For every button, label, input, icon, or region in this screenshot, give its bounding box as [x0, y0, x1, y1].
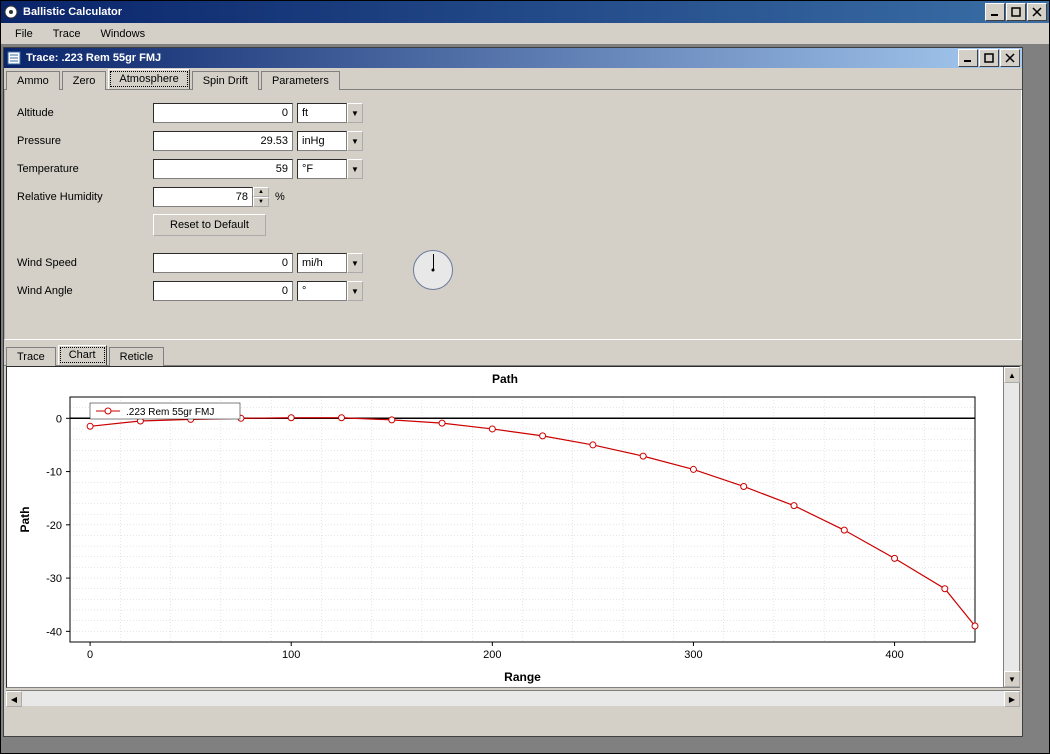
pressure-unit-dropdown[interactable]: ▼ [347, 131, 363, 151]
trace-maximize-button[interactable] [979, 49, 999, 67]
mdi-client-area: Trace: .223 Rem 55gr FMJ Ammo Zero Atmos… [1, 45, 1049, 753]
close-button[interactable] [1027, 3, 1047, 21]
chart-container: 0 100 200 300 400 -40 -30 -20 -10 0 Path Range Path.… [6, 366, 1020, 688]
tab-spindrift[interactable]: Spin Drift [192, 71, 259, 90]
tab-atmosphere[interactable]: Atmosphere [108, 69, 189, 89]
wind-compass[interactable] [413, 250, 453, 290]
altitude-input[interactable] [153, 103, 293, 123]
trace-minimize-button[interactable] [958, 49, 978, 67]
svg-text:100: 100 [282, 649, 300, 661]
pressure-label: Pressure [13, 135, 153, 147]
path-chart: 0 100 200 300 400 -40 -30 -20 -10 0 Path Range Path.… [7, 367, 1003, 687]
svg-text:.223 Rem 55gr FMJ: .223 Rem 55gr FMJ [126, 407, 214, 418]
scroll-left-icon[interactable]: ◀ [6, 691, 22, 707]
humidity-spinner[interactable]: ▲▼ [253, 187, 269, 207]
svg-text:-10: -10 [46, 467, 62, 479]
svg-text:Path: Path [492, 372, 518, 386]
atmosphere-panel: Altitude ft ▼ Pressure inHg ▼ Temperatur… [4, 90, 1022, 340]
svg-text:-40: -40 [46, 626, 62, 638]
wind-speed-unit-dropdown[interactable]: ▼ [347, 253, 363, 273]
svg-text:300: 300 [684, 649, 702, 661]
svg-text:0: 0 [56, 413, 62, 425]
trace-window-icon [6, 50, 22, 66]
lower-tab-strip: Trace Chart Reticle [4, 344, 1022, 366]
svg-text:-30: -30 [46, 573, 62, 585]
trace-titlebar: Trace: .223 Rem 55gr FMJ [4, 48, 1022, 68]
svg-text:Range: Range [504, 670, 541, 684]
main-window: Ballistic Calculator File Trace Windows … [0, 0, 1050, 754]
wind-speed-input[interactable] [153, 253, 293, 273]
temperature-input[interactable] [153, 159, 293, 179]
svg-text:Path: Path [18, 506, 32, 532]
scroll-down-icon[interactable]: ▼ [1004, 671, 1020, 687]
menu-windows[interactable]: Windows [90, 26, 155, 42]
altitude-unit-dropdown[interactable]: ▼ [347, 103, 363, 123]
trace-title: Trace: .223 Rem 55gr FMJ [26, 52, 957, 64]
menubar: File Trace Windows [1, 23, 1049, 45]
wind-angle-input[interactable] [153, 281, 293, 301]
tab-ammo[interactable]: Ammo [6, 71, 60, 90]
tab-chart[interactable]: Chart [58, 345, 107, 365]
temperature-label: Temperature [13, 163, 153, 175]
trace-close-button[interactable] [1000, 49, 1020, 67]
svg-text:-20: -20 [46, 520, 62, 532]
wind-angle-unit-dropdown[interactable]: ▼ [347, 281, 363, 301]
tab-trace[interactable]: Trace [6, 347, 56, 366]
scroll-right-icon[interactable]: ▶ [1004, 691, 1020, 707]
maximize-button[interactable] [1006, 3, 1026, 21]
temperature-unit-dropdown[interactable]: ▼ [347, 159, 363, 179]
wind-angle-label: Wind Angle [13, 285, 153, 297]
wind-speed-unit[interactable]: mi/h [297, 253, 347, 273]
chart-vscroll[interactable]: ▲ ▼ [1003, 367, 1019, 687]
reset-button[interactable]: Reset to Default [153, 214, 266, 236]
pressure-input[interactable] [153, 131, 293, 151]
humidity-unit: % [275, 191, 285, 203]
app-icon [3, 4, 19, 20]
humidity-input[interactable] [153, 187, 253, 207]
tab-reticle[interactable]: Reticle [109, 347, 165, 366]
scroll-up-icon[interactable]: ▲ [1004, 367, 1020, 383]
minimize-button[interactable] [985, 3, 1005, 21]
humidity-label: Relative Humidity [13, 191, 153, 203]
pressure-unit[interactable]: inHg [297, 131, 347, 151]
svg-text:400: 400 [885, 649, 903, 661]
altitude-unit[interactable]: ft [297, 103, 347, 123]
menu-trace[interactable]: Trace [43, 26, 91, 42]
temperature-unit[interactable]: °F [297, 159, 347, 179]
tab-zero[interactable]: Zero [62, 71, 107, 90]
wind-speed-label: Wind Speed [13, 257, 153, 269]
svg-text:0: 0 [87, 649, 93, 661]
tab-parameters[interactable]: Parameters [261, 71, 340, 90]
trace-window: Trace: .223 Rem 55gr FMJ Ammo Zero Atmos… [3, 47, 1023, 737]
chart-hscroll[interactable]: ◀ ▶ [6, 690, 1020, 706]
upper-tab-strip: Ammo Zero Atmosphere Spin Drift Paramete… [4, 68, 1022, 90]
main-titlebar: Ballistic Calculator [1, 1, 1049, 23]
menu-file[interactable]: File [5, 26, 43, 42]
svg-text:200: 200 [483, 649, 501, 661]
wind-angle-unit[interactable]: ° [297, 281, 347, 301]
main-title: Ballistic Calculator [23, 6, 984, 18]
altitude-label: Altitude [13, 107, 153, 119]
